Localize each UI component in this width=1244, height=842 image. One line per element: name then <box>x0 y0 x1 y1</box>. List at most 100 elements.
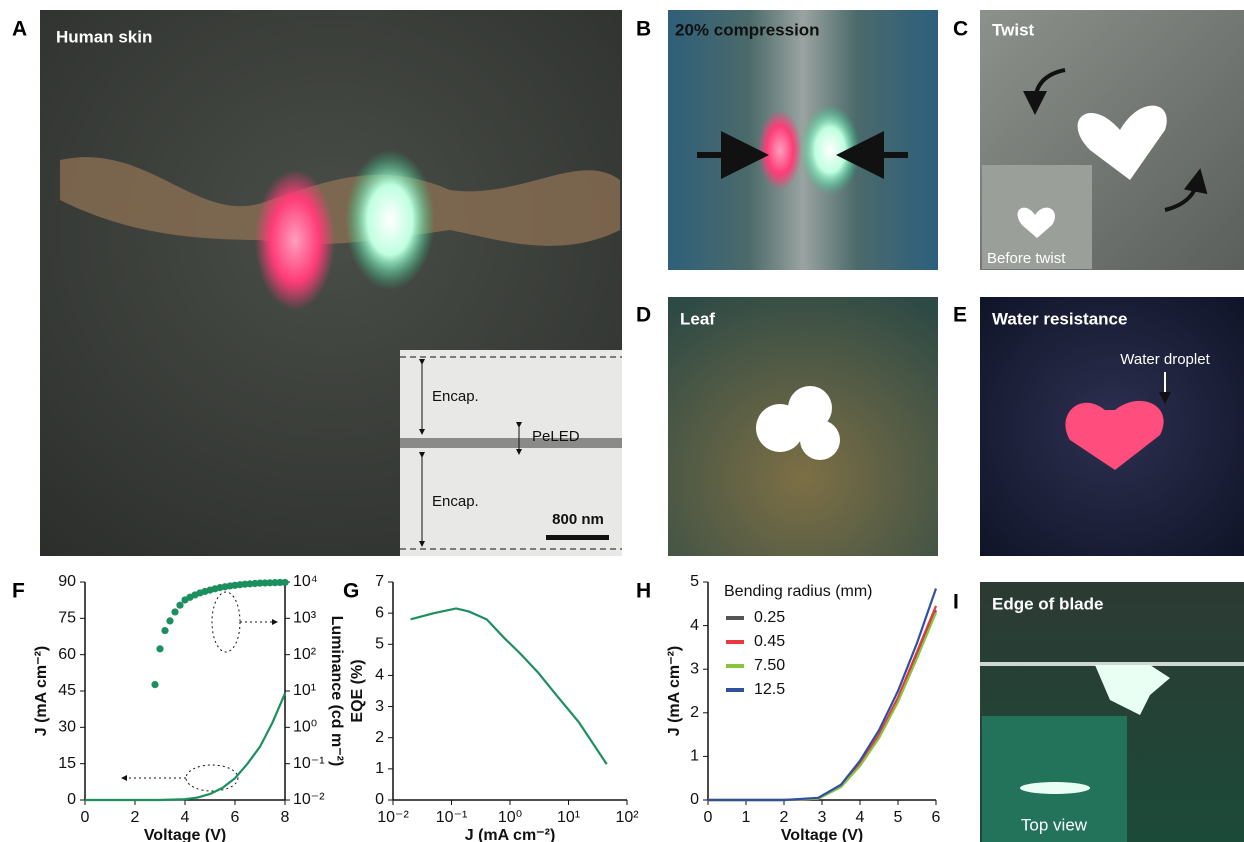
y-tick-label: 1 <box>690 748 699 765</box>
scale-bar-label: 800 nm <box>552 511 604 528</box>
x-tick-label: 6 <box>231 809 240 826</box>
y-tick-label: 2 <box>690 704 699 721</box>
y2-tick-label: 10⁴ <box>293 573 318 590</box>
data-line <box>708 606 936 800</box>
x-tick-label: 0 <box>704 809 713 826</box>
panel-label: A <box>12 18 27 41</box>
y-tick-label: 3 <box>375 698 384 715</box>
x-tick-label: 10⁰ <box>498 809 522 826</box>
x-tick-label: 1 <box>742 809 751 826</box>
red-glow <box>255 170 335 310</box>
caption: 20% compression <box>675 20 820 39</box>
inset-label: Top view <box>1021 815 1088 834</box>
panel-label: I <box>953 591 959 614</box>
legend-label: 0.45 <box>754 633 785 650</box>
y-tick-label: 90 <box>58 573 76 590</box>
y2-tick-label: 10⁻² <box>293 791 325 808</box>
inset-label: PeLED <box>532 428 580 445</box>
data-point <box>171 608 178 615</box>
data-line <box>708 610 936 800</box>
inset-label: Before twist <box>987 250 1066 267</box>
x-axis-label: Voltage (V) <box>781 827 863 842</box>
x-tick-label: 2 <box>131 809 140 826</box>
panel-label: F <box>12 580 25 603</box>
legend-label: 0.25 <box>754 609 785 626</box>
y-tick-label: 5 <box>690 573 699 590</box>
y-tick-label: 60 <box>58 646 76 663</box>
panel-a: A Human skin Encap. PeLED Encap. 800 nm <box>12 10 622 556</box>
red-glow <box>758 110 802 190</box>
x-tick-label: 8 <box>281 809 290 826</box>
y-axis-label: J (mA cm⁻²) <box>666 646 683 737</box>
panel-label: G <box>343 580 359 603</box>
x-tick-label: 10⁻² <box>377 809 409 826</box>
y-tick-label: 30 <box>58 719 76 736</box>
data-point <box>156 645 163 652</box>
green-glow <box>800 105 860 195</box>
legend-label: 12.5 <box>754 681 785 698</box>
x-tick-label: 4 <box>181 809 190 826</box>
panel-d: D Leaf <box>636 297 938 556</box>
inset-label: Encap. <box>432 493 479 510</box>
clover <box>800 420 840 460</box>
green-glow <box>345 150 435 290</box>
y-tick-label: 15 <box>58 755 76 772</box>
data-line <box>411 608 607 764</box>
panel-i: I Edge of blade Top view <box>953 582 1244 842</box>
panel-label: D <box>636 304 651 327</box>
y2-tick-label: 10⁻¹ <box>293 755 325 772</box>
y2-tick-label: 10¹ <box>293 682 316 699</box>
panel-e: E Water resistance Water droplet <box>953 297 1244 556</box>
y-tick-label: 6 <box>375 604 384 621</box>
y-tick-label: 4 <box>690 617 699 634</box>
x-tick-label: 10² <box>615 809 639 826</box>
caption: Human skin <box>56 27 152 46</box>
y-tick-label: 4 <box>375 667 384 684</box>
y-tick-label: 0 <box>375 791 384 808</box>
data-point <box>161 627 168 634</box>
annotation-ellipse <box>212 592 240 652</box>
panel-label: B <box>636 18 651 41</box>
data-point <box>176 602 183 609</box>
y2-tick-label: 10⁰ <box>293 719 317 736</box>
y-tick-label: 0 <box>67 791 76 808</box>
y-tick-label: 2 <box>375 729 384 746</box>
chart: G10⁻²10⁻¹10⁰10¹10²01234567J (mA cm⁻²)EQE… <box>343 573 639 842</box>
y2-tick-label: 10² <box>293 646 317 663</box>
y-tick-label: 1 <box>375 760 384 777</box>
x-tick-label: 10⁻¹ <box>436 809 468 826</box>
legend-title: Bending radius (mm) <box>724 583 873 600</box>
annotations <box>124 592 275 791</box>
caption: Twist <box>992 20 1035 39</box>
panel-label: E <box>953 304 967 327</box>
annotation-ellipse <box>186 765 238 791</box>
x-tick-label: 4 <box>856 809 865 826</box>
y-tick-label: 3 <box>690 660 699 677</box>
panel-label: C <box>953 18 968 41</box>
caption: Water resistance <box>992 309 1127 328</box>
y-axis-label: EQE (%) <box>349 659 366 722</box>
y2-tick-label: 10³ <box>293 610 317 627</box>
legend-label: 7.50 <box>754 657 785 674</box>
y-tick-label: 75 <box>58 610 76 627</box>
panel-label: H <box>636 580 651 603</box>
x-tick-label: 5 <box>894 809 903 826</box>
figure: A Human skin Encap. PeLED Encap. 800 nm … <box>0 0 1244 842</box>
data-line <box>85 693 285 800</box>
peled-layer <box>400 438 622 448</box>
data-point <box>151 681 158 688</box>
data-point <box>281 579 288 586</box>
glow <box>1020 782 1090 794</box>
caption: Leaf <box>680 309 715 328</box>
data-point <box>166 617 173 624</box>
y-axis-label: J (mA cm⁻²) <box>33 646 50 737</box>
x-tick-label: 3 <box>818 809 827 826</box>
panel-b: B 20% compression <box>636 10 938 270</box>
inset-label: Encap. <box>432 388 479 405</box>
x-axis-label: Voltage (V) <box>144 827 226 842</box>
panel-c: C Twist Before twist <box>953 10 1244 270</box>
x-tick-label: 6 <box>932 809 941 826</box>
scale-bar <box>546 535 609 540</box>
